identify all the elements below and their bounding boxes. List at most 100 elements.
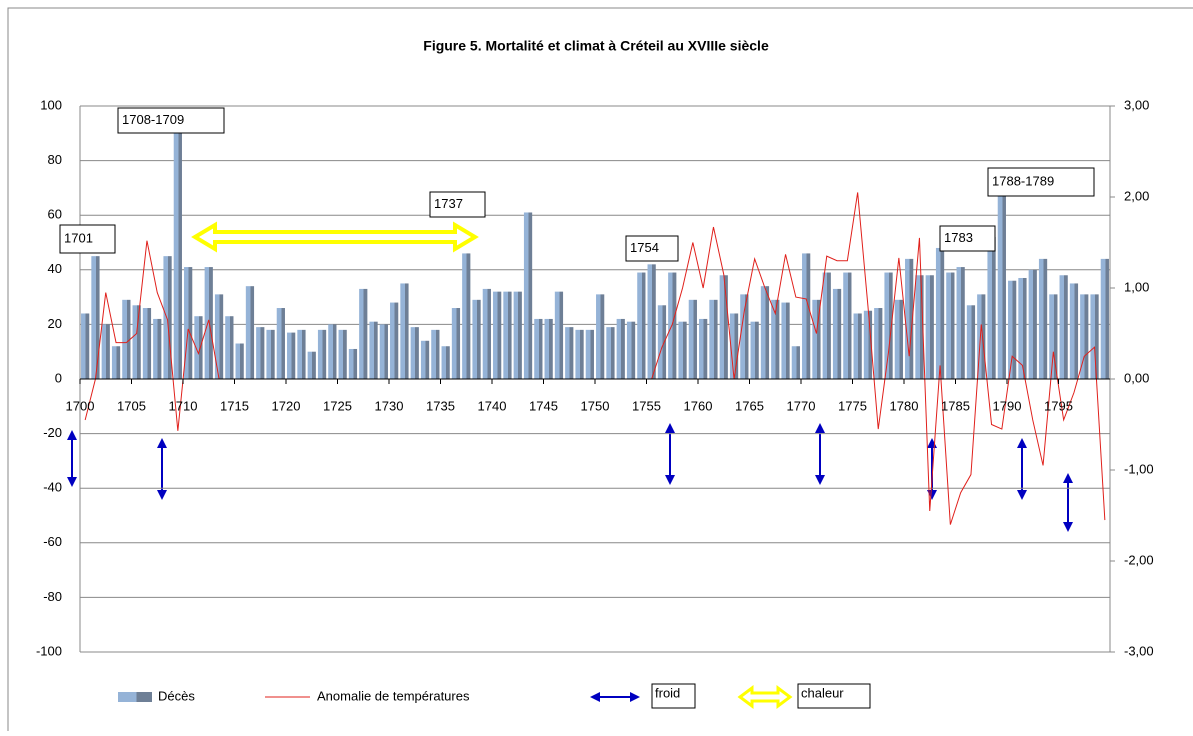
legend-box <box>797 683 871 709</box>
bar <box>307 351 316 379</box>
bar <box>328 324 337 379</box>
bar <box>297 329 306 379</box>
bar <box>1080 294 1089 379</box>
y2-tick-label: 1,00 <box>1124 279 1149 294</box>
x-tick-label: 1705 <box>117 398 146 413</box>
x-tick-label: 1730 <box>375 398 404 413</box>
bar <box>1028 269 1037 379</box>
bar <box>977 294 986 379</box>
heat-arrow <box>191 221 479 253</box>
bar <box>832 288 842 379</box>
bar <box>214 294 224 379</box>
x-tick-label: 1700 <box>66 398 95 413</box>
bar <box>503 291 512 379</box>
bar <box>863 310 873 379</box>
bar <box>668 272 677 379</box>
y-tick-label: -60 <box>43 534 62 549</box>
bar <box>410 327 419 379</box>
bar <box>1069 283 1079 379</box>
bar <box>1008 280 1017 379</box>
bar <box>1049 294 1058 379</box>
bar <box>781 302 790 379</box>
bar <box>647 264 656 379</box>
bar <box>276 308 285 379</box>
bar <box>946 272 955 379</box>
bar <box>565 327 574 379</box>
y-tick-label: -40 <box>43 480 62 495</box>
bar <box>596 294 605 379</box>
annotation-box <box>625 235 679 262</box>
bar <box>534 318 543 379</box>
bar <box>616 318 625 379</box>
bar <box>750 321 759 379</box>
bar <box>843 272 852 379</box>
x-tick-label: 1780 <box>890 398 919 413</box>
cold-arrows <box>67 423 1073 532</box>
bar <box>204 267 213 379</box>
bar <box>400 283 409 379</box>
bar <box>513 291 522 379</box>
bar <box>688 299 697 379</box>
y-tick-label: 40 <box>48 261 62 276</box>
annotation: 1754 <box>630 240 659 255</box>
bar <box>678 321 687 379</box>
annotation-box <box>987 167 1095 197</box>
bar <box>771 299 780 379</box>
plot <box>79 105 1115 653</box>
bar <box>915 275 924 379</box>
bar <box>493 291 502 379</box>
y-tick-label: 0 <box>55 370 62 385</box>
y2-tick-label: 0,00 <box>1124 370 1149 385</box>
y-tick-label: -80 <box>43 589 62 604</box>
annotation: 1737 <box>434 196 463 211</box>
bar <box>874 308 883 379</box>
bar <box>853 313 862 379</box>
bar <box>420 340 430 379</box>
bar <box>163 256 172 379</box>
x-tick-label: 1710 <box>169 398 198 413</box>
bar <box>729 313 739 379</box>
bar <box>1018 277 1027 379</box>
bar <box>585 329 594 379</box>
y-tick-label: 60 <box>48 207 62 222</box>
x-tick-label: 1745 <box>529 398 558 413</box>
bar <box>256 327 265 379</box>
y-tick-label: 20 <box>48 316 62 331</box>
bar <box>657 305 667 379</box>
bar <box>935 247 945 379</box>
bar <box>462 253 471 379</box>
bar <box>1090 294 1099 379</box>
bar <box>822 272 831 379</box>
bar <box>369 321 378 379</box>
annotation: 1708-1709 <box>122 112 184 127</box>
bar <box>359 288 368 379</box>
bar <box>338 329 347 379</box>
x-tick-label: 1725 <box>323 398 352 413</box>
bar <box>132 305 141 379</box>
y2-tick-label: 2,00 <box>1124 188 1149 203</box>
x-tick-label: 1790 <box>993 398 1022 413</box>
bar <box>390 302 399 379</box>
annotation: 1788-1789 <box>992 173 1054 188</box>
y-tick-label: -100 <box>36 643 62 658</box>
bar <box>1059 275 1068 379</box>
bar <box>1038 258 1048 379</box>
x-tick-label: 1715 <box>220 398 249 413</box>
chart-frame <box>7 7 1193 736</box>
bar <box>791 346 800 379</box>
bar <box>925 275 934 379</box>
bar <box>441 346 450 379</box>
bar <box>812 299 821 379</box>
bar <box>544 318 553 379</box>
y-tick-label: 100 <box>40 97 62 112</box>
y2-tick-label: -1,00 <box>1124 461 1154 476</box>
x-tick-label: 1735 <box>426 398 455 413</box>
y-tick-label: -20 <box>43 425 62 440</box>
x-tick-label: 1750 <box>581 398 610 413</box>
legend-arrow <box>737 685 793 709</box>
bar <box>122 299 131 379</box>
legend-label: froid <box>655 685 680 700</box>
y2-tick-label: -2,00 <box>1124 552 1154 567</box>
bar <box>575 329 584 379</box>
